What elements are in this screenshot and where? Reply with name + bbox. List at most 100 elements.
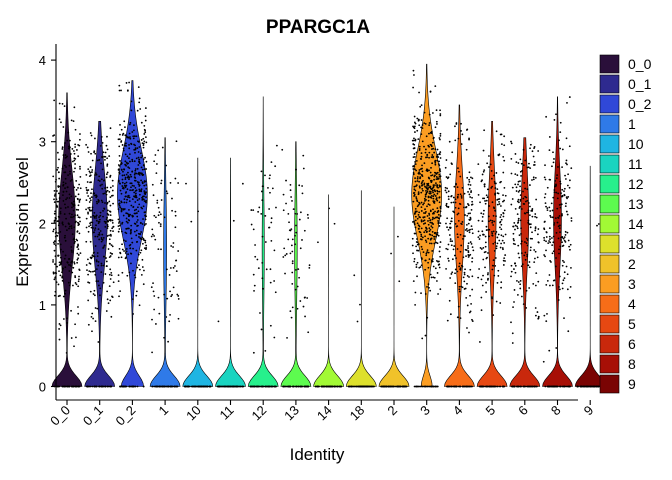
cell-point [514,208,517,210]
cell-point [451,163,453,166]
cell-point [497,233,500,236]
cell-point [471,318,473,321]
cell-point [68,223,70,225]
cell-point [68,270,71,272]
cell-point [552,385,555,388]
cell-point [463,385,466,388]
cell-point [397,385,400,388]
cell-point [486,273,489,276]
cell-point [478,385,481,388]
legend-swatch-0_0 [599,54,620,74]
cell-point [468,137,470,140]
cell-point [477,236,480,239]
cell-point [554,180,557,182]
cell-point [102,151,105,154]
cell-point [413,185,416,188]
x-tick-label: 8 [548,403,564,419]
cell-point [63,257,66,260]
cell-point [145,141,148,144]
cell-point [499,385,502,388]
cell-point [423,385,425,388]
cell-point [105,265,108,267]
cell-point [421,167,423,170]
cell-point [469,212,471,215]
cell-point [107,302,110,305]
cell-point [69,264,72,267]
cell-point [425,198,427,201]
cell-point [511,186,514,189]
violin-3 [411,63,442,387]
cell-point [174,210,177,213]
cell-point [77,385,80,388]
cell-point [290,228,293,230]
cell-point [555,191,558,194]
cell-point [499,133,502,136]
cell-point [91,206,94,209]
cell-point [217,320,220,323]
cell-point [429,385,432,388]
cell-point [154,154,157,156]
cell-point [260,190,263,193]
cell-point [117,222,120,224]
legend-label: 9 [628,376,636,392]
cell-point [525,237,528,240]
cell-point [106,290,109,293]
cell-point [255,385,258,388]
cell-point [257,210,260,213]
cell-point [330,385,332,388]
cell-point [468,331,470,334]
cell-point [432,141,434,144]
cell-point [423,231,426,234]
cell-point [414,304,417,306]
cell-point [491,185,494,188]
cell-point [232,219,235,222]
cell-point [105,310,108,312]
cell-point [97,179,100,182]
cell-point [132,188,134,191]
cell-point [434,148,437,151]
cell-point [513,222,516,224]
cell-point [564,241,567,243]
cell-point [198,385,201,388]
cell-point [109,299,112,302]
cell-point [418,91,420,94]
cell-point [528,214,531,217]
cell-point [425,252,428,255]
cell-point [77,306,79,308]
cell-point [333,222,336,225]
cell-point [117,168,120,171]
cell-point [519,219,522,222]
cell-point [85,174,88,176]
cell-point [67,174,69,177]
cell-point [141,173,143,175]
cell-point [128,208,130,211]
cell-point [53,194,56,197]
cell-point [107,209,109,212]
cell-point [68,284,71,287]
cell-point [383,385,386,388]
cell-point [74,214,77,216]
cell-point [112,281,115,284]
cell-point [138,193,141,196]
cell-point [517,244,520,247]
cell-point [596,224,598,227]
cell-point [299,385,302,388]
cell-point [160,182,163,185]
cell-point [420,210,423,212]
cell-point [89,197,91,200]
cell-point [438,225,441,227]
cell-point [436,233,439,236]
cell-point [434,184,436,187]
cell-point [158,221,160,224]
cell-point [424,259,427,262]
cell-point [299,300,302,302]
cell-point [291,238,294,241]
cell-point [128,157,130,159]
cell-point [93,270,96,273]
cell-point [233,385,236,388]
violin-4 [444,104,475,387]
cell-point [492,264,495,267]
cell-point [559,131,562,134]
cell-point [86,192,88,194]
cell-point [264,174,266,177]
